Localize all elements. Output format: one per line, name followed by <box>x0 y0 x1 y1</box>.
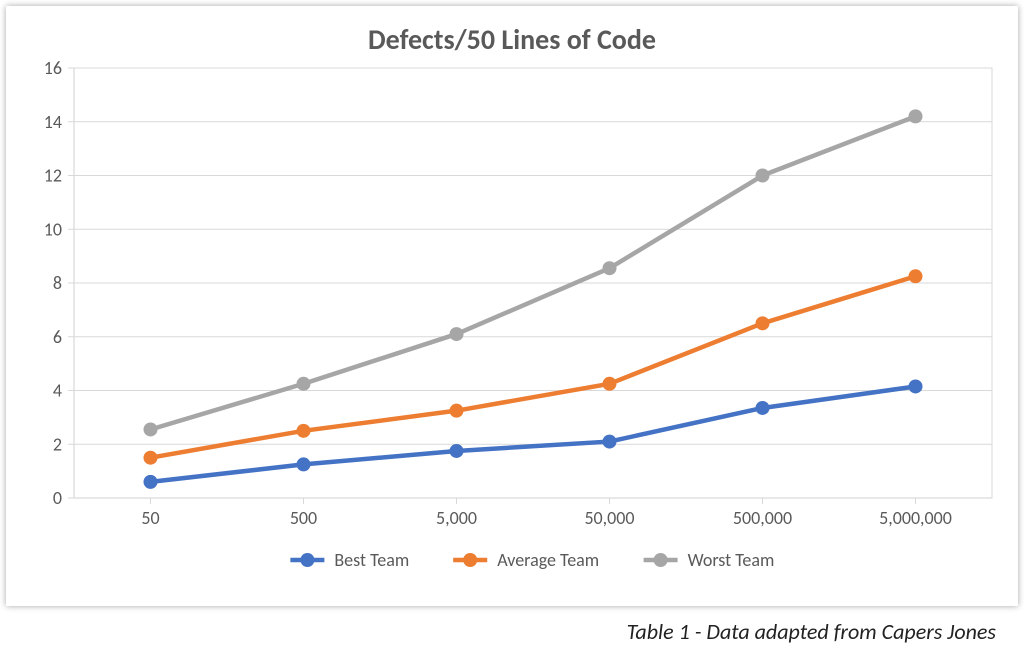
x-tick-label: 50 <box>141 507 159 529</box>
series-line <box>151 116 916 429</box>
legend-marker <box>654 553 668 567</box>
series-marker <box>144 422 158 436</box>
x-tick-label: 5,000,000 <box>879 507 952 529</box>
x-tick-label: 50,000 <box>584 507 634 529</box>
series-marker <box>297 424 311 438</box>
series-marker <box>297 377 311 391</box>
series-marker <box>756 169 770 183</box>
series-marker <box>603 261 617 275</box>
series-marker <box>756 316 770 330</box>
x-tick-label: 500 <box>290 507 317 529</box>
series-marker <box>144 475 158 489</box>
legend-marker <box>300 553 314 567</box>
y-tick-label: 16 <box>44 57 62 79</box>
series-marker <box>144 451 158 465</box>
caption-text: Table 1 - Data adapted from Capers Jones <box>0 618 1024 645</box>
legend-label: Worst Team <box>688 549 775 571</box>
series-marker <box>450 404 464 418</box>
y-tick-label: 12 <box>44 165 62 187</box>
y-tick-label: 0 <box>53 487 62 509</box>
y-tick-label: 10 <box>44 218 62 240</box>
series-marker <box>909 379 923 393</box>
y-tick-label: 6 <box>53 326 62 348</box>
series-marker <box>603 435 617 449</box>
series-marker <box>909 269 923 283</box>
series-marker <box>603 377 617 391</box>
series-marker <box>297 457 311 471</box>
y-tick-label: 2 <box>53 433 62 455</box>
series-line <box>151 386 916 481</box>
chart-frame: Defects/50 Lines of Code 0 2 4 6 8 10 12 14 16 50… <box>6 6 1018 606</box>
series-marker <box>909 109 923 123</box>
legend-label: Best Team <box>334 549 409 571</box>
x-tick-label: 500,000 <box>733 507 792 529</box>
chart-title: Defects/50 Lines of Code <box>6 22 1018 57</box>
series-marker <box>756 401 770 415</box>
y-tick-label: 8 <box>53 272 62 294</box>
series-marker <box>450 444 464 458</box>
x-tick-label: 5,000 <box>436 507 477 529</box>
y-tick-label: 4 <box>53 380 62 402</box>
series-marker <box>450 327 464 341</box>
y-tick-label: 14 <box>44 111 62 133</box>
chart-svg: 0 2 4 6 8 10 12 14 16 50 500 5,000 50,000 500,000 5,00… <box>6 6 1018 606</box>
legend-marker <box>463 553 477 567</box>
legend-label: Average Team <box>497 549 599 571</box>
